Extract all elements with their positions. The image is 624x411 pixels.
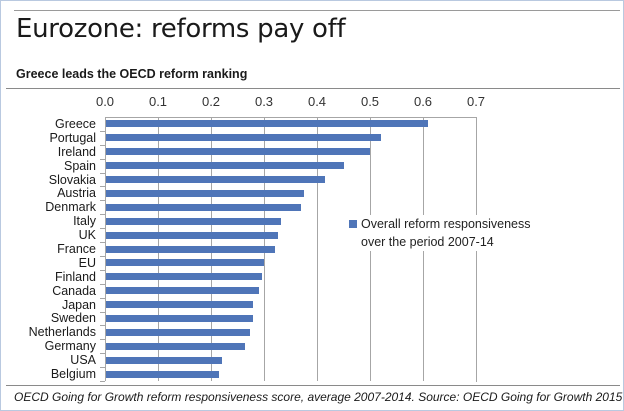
category-label: Germany bbox=[44, 339, 96, 354]
category-label: Japan bbox=[61, 297, 96, 312]
category-label: Sweden bbox=[50, 311, 96, 326]
y-tick bbox=[100, 283, 105, 285]
y-tick bbox=[100, 130, 105, 132]
y-tick bbox=[100, 297, 105, 299]
x-tick-label: 0.5 bbox=[360, 94, 380, 109]
bar-france bbox=[106, 245, 275, 253]
y-tick bbox=[100, 311, 105, 313]
y-axis bbox=[105, 117, 106, 381]
y-tick bbox=[100, 325, 105, 327]
category-label: Slovakia bbox=[48, 172, 96, 187]
category-label: EU bbox=[78, 255, 96, 270]
y-tick bbox=[100, 255, 105, 257]
bar-belgium bbox=[106, 370, 219, 378]
bar-canada bbox=[106, 287, 259, 295]
legend-swatch bbox=[349, 220, 357, 228]
top-rule bbox=[14, 10, 620, 11]
category-label: Finland bbox=[55, 269, 96, 284]
y-tick bbox=[100, 158, 105, 160]
y-tick bbox=[100, 186, 105, 188]
bar-italy bbox=[106, 217, 282, 225]
footer-rule bbox=[6, 385, 620, 386]
y-tick bbox=[100, 269, 105, 271]
bar-slovakia bbox=[106, 176, 325, 184]
category-label: Greece bbox=[55, 116, 96, 131]
y-tick bbox=[100, 339, 105, 341]
bar-portugal bbox=[106, 134, 381, 142]
category-label: France bbox=[57, 242, 96, 256]
y-tick bbox=[100, 214, 105, 216]
x-tick-label: 0.2 bbox=[201, 94, 221, 109]
bar-austria bbox=[106, 189, 304, 197]
y-tick bbox=[100, 144, 105, 146]
bar-greece bbox=[106, 120, 429, 128]
x-tick-label: 0.7 bbox=[466, 94, 486, 109]
bar-ireland bbox=[106, 148, 370, 156]
x-tick-label: 0.1 bbox=[148, 94, 168, 109]
category-label: Denmark bbox=[45, 200, 96, 215]
category-label: Netherlands bbox=[28, 325, 96, 340]
x-tick-label: 0.3 bbox=[254, 94, 274, 109]
category-label: Belgium bbox=[50, 367, 96, 382]
y-tick bbox=[100, 367, 105, 369]
bar-usa bbox=[106, 356, 222, 364]
bar-spain bbox=[106, 162, 344, 170]
bar-eu bbox=[106, 259, 264, 267]
y-tick bbox=[100, 172, 105, 174]
y-tick bbox=[100, 242, 105, 244]
x-tick-label: 0.6 bbox=[413, 94, 433, 109]
y-tick bbox=[100, 381, 105, 382]
bar-netherlands bbox=[106, 328, 250, 336]
category-label: Spain bbox=[64, 158, 96, 173]
subtitle-rule bbox=[6, 88, 620, 89]
bar-finland bbox=[106, 273, 262, 281]
x-tick-label: 0.4 bbox=[307, 94, 327, 109]
category-label: USA bbox=[70, 353, 96, 368]
category-label: Portugal bbox=[49, 130, 96, 145]
y-tick bbox=[100, 200, 105, 202]
gridline bbox=[317, 117, 318, 381]
bar-sweden bbox=[106, 314, 254, 322]
legend-label: Overall reform responsiveness over the p… bbox=[361, 217, 531, 249]
x-tick-label: 0.0 bbox=[95, 94, 115, 109]
bar-japan bbox=[106, 301, 254, 309]
category-label: Canada bbox=[52, 283, 96, 298]
category-label: Austria bbox=[57, 186, 96, 201]
y-tick bbox=[100, 228, 105, 230]
category-label: UK bbox=[78, 228, 96, 243]
bar-germany bbox=[106, 342, 245, 350]
source-note: OECD Going for Growth reform responsiven… bbox=[14, 390, 623, 404]
category-label: Ireland bbox=[57, 144, 96, 159]
y-tick bbox=[100, 353, 105, 355]
bar-denmark bbox=[106, 203, 302, 211]
chart-title: Eurozone: reforms pay off bbox=[16, 14, 346, 44]
category-label: Italy bbox=[73, 214, 96, 229]
chart-subtitle: Greece leads the OECD reform ranking bbox=[16, 67, 248, 81]
legend: Overall reform responsiveness over the p… bbox=[349, 215, 531, 251]
bar-uk bbox=[106, 231, 278, 239]
